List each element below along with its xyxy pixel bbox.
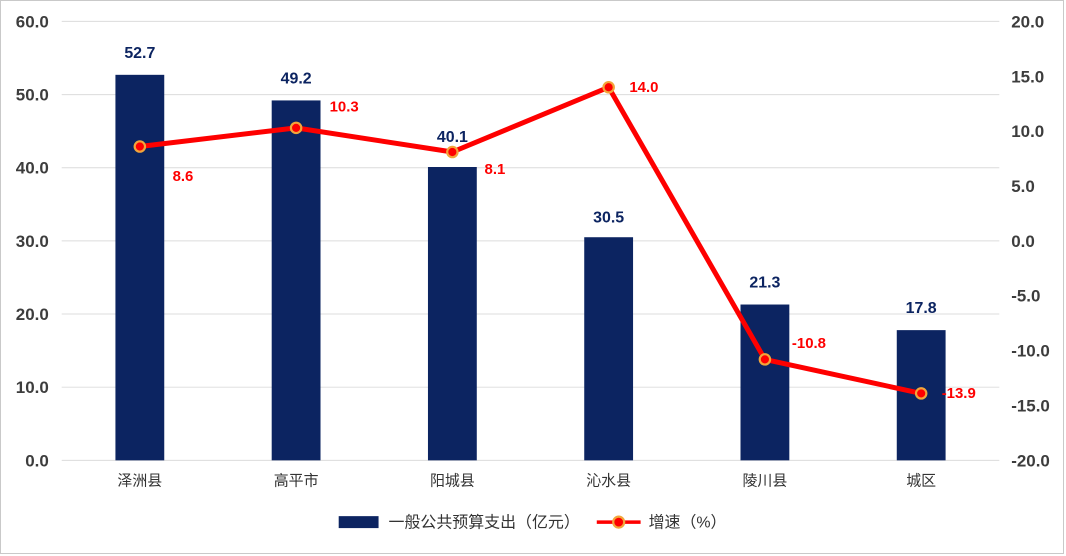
svg-text:40.1: 40.1 (437, 129, 468, 146)
svg-text:泽洲县: 泽洲县 (117, 472, 162, 489)
svg-text:0.0: 0.0 (1011, 232, 1035, 251)
svg-text:50.0: 50.0 (16, 86, 49, 105)
svg-text:30.0: 30.0 (16, 232, 49, 251)
svg-text:5.0: 5.0 (1011, 177, 1035, 196)
svg-text:17.8: 17.8 (906, 300, 937, 317)
svg-text:-13.9: -13.9 (942, 385, 976, 402)
svg-text:高平市: 高平市 (274, 472, 319, 489)
svg-text:10.0: 10.0 (1011, 122, 1044, 141)
svg-text:一般公共预算支出（亿元）: 一般公共预算支出（亿元） (389, 513, 580, 532)
svg-text:49.2: 49.2 (281, 70, 312, 87)
svg-text:-10.8: -10.8 (792, 335, 826, 352)
svg-text:-20.0: -20.0 (1011, 451, 1050, 470)
svg-text:10.3: 10.3 (330, 98, 359, 115)
svg-text:20.0: 20.0 (1011, 12, 1044, 31)
svg-text:15.0: 15.0 (1011, 67, 1044, 86)
svg-text:20.0: 20.0 (16, 305, 49, 324)
svg-text:-10.0: -10.0 (1011, 342, 1050, 361)
svg-text:40.0: 40.0 (16, 159, 49, 178)
svg-text:10.0: 10.0 (16, 378, 49, 397)
svg-text:增速（%）: 增速（%） (649, 514, 727, 532)
svg-text:8.6: 8.6 (173, 168, 194, 185)
svg-text:30.5: 30.5 (593, 209, 624, 226)
svg-text:-15.0: -15.0 (1011, 396, 1050, 415)
svg-text:21.3: 21.3 (749, 275, 780, 292)
svg-text:8.1: 8.1 (485, 161, 506, 178)
svg-text:沁水县: 沁水县 (586, 472, 631, 489)
svg-text:阳城县: 阳城县 (430, 472, 475, 489)
svg-text:60.0: 60.0 (16, 12, 49, 31)
svg-text:14.0: 14.0 (629, 79, 658, 96)
svg-text:-5.0: -5.0 (1011, 287, 1040, 306)
svg-text:0.0: 0.0 (25, 451, 49, 470)
svg-text:城区: 城区 (906, 472, 936, 489)
svg-text:52.7: 52.7 (124, 45, 155, 62)
svg-text:陵川县: 陵川县 (743, 472, 788, 489)
